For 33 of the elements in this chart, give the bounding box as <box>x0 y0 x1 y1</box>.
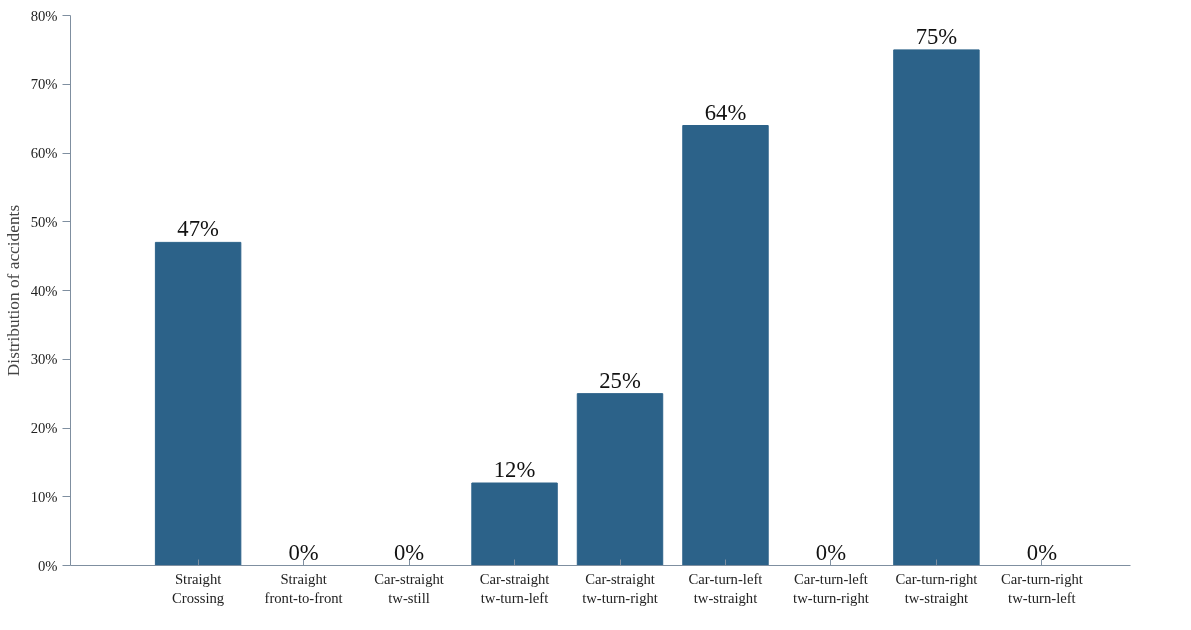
y-tick-label: 40% <box>30 282 58 299</box>
x-tick-label: Car-turn-right tw-turn-left <box>1000 570 1083 606</box>
x-tick-label: Straight front-to-front <box>264 570 343 606</box>
y-tick-label: 20% <box>30 420 58 436</box>
y-tick-label: 70% <box>30 76 58 93</box>
x-tick-label: Car-turn-right tw-straight <box>895 570 978 606</box>
x-tick-label: Car-turn-left tw-turn-right <box>793 570 869 606</box>
data-label: 0% <box>393 539 425 565</box>
bar <box>154 241 242 566</box>
bar <box>893 49 980 566</box>
y-tick-label: 60% <box>30 145 58 161</box>
x-tick-label: Car-turn-left tw-straight <box>688 570 763 606</box>
x-tick-label: Car-straight tw-turn-right <box>582 570 658 606</box>
bar <box>576 393 664 566</box>
bar <box>682 125 769 566</box>
y-tick-label: 50% <box>30 213 58 230</box>
bar <box>471 482 558 566</box>
data-label: 64% <box>704 99 747 125</box>
data-label: 12% <box>493 457 536 482</box>
y-tick-label: 80% <box>30 7 58 24</box>
data-label: 0% <box>1026 539 1058 565</box>
data-label: 25% <box>599 367 641 393</box>
data-label: 75% <box>915 23 958 49</box>
x-tick-label: Car-straight tw-turn-left <box>479 570 550 606</box>
y-tick-label: 10% <box>30 488 58 505</box>
data-label: 47% <box>177 216 220 242</box>
data-label: 0% <box>288 539 319 565</box>
y-tick-label: 30% <box>30 351 58 368</box>
data-label: 0% <box>815 539 847 565</box>
y-axis-title: Distribution of accidents <box>3 204 23 377</box>
x-tick-label: Straight Crossing <box>172 570 225 606</box>
x-tick-label: Car-straight tw-still <box>374 570 444 606</box>
y-tick-label: 0% <box>37 557 58 574</box>
